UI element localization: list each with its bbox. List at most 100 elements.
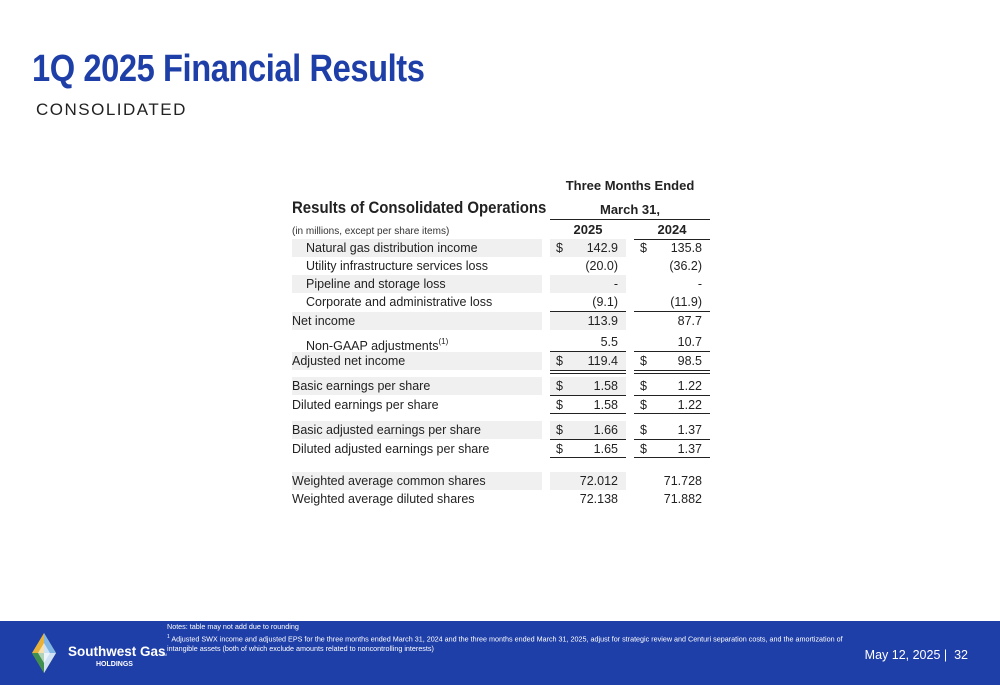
value-2024: 98.5 bbox=[677, 354, 702, 368]
currency-symbol: $ bbox=[556, 442, 563, 456]
note-adjustments-text: Adjusted SWX income and adjusted EPS for… bbox=[167, 634, 843, 654]
row-label: Basic earnings per share bbox=[292, 379, 431, 393]
currency-symbol: $ bbox=[556, 423, 563, 437]
table-title: Results of Consolidated Operations bbox=[292, 198, 547, 217]
currency-symbol: $ bbox=[640, 423, 647, 437]
row-label: Adjusted net income bbox=[292, 354, 406, 368]
currency-symbol: $ bbox=[556, 379, 563, 393]
currency-symbol: $ bbox=[640, 398, 647, 412]
value-2025: 72.138 bbox=[579, 492, 618, 506]
value-2025: 119.4 bbox=[587, 354, 618, 368]
table-row: Basic earnings per share $ 1.58 $ 1.22 bbox=[292, 377, 710, 395]
value-2024: 10.7 bbox=[677, 335, 702, 349]
value-2025: 5.5 bbox=[600, 335, 618, 349]
table-row: Non-GAAP adjustments(1) 5.5 10.7 bbox=[292, 333, 710, 353]
value-2025: 72.012 bbox=[579, 474, 618, 488]
slide-title: 1Q 2025 Financial Results bbox=[32, 48, 425, 90]
table-units: (in millions, except per share items) bbox=[292, 226, 450, 237]
row-label: Pipeline and storage loss bbox=[306, 277, 446, 291]
table-row: Adjusted net income $ 119.4 $ 98.5 bbox=[292, 352, 710, 370]
footnote-marker: (1) bbox=[438, 337, 449, 346]
value-2025: 142.9 bbox=[586, 241, 618, 255]
currency-symbol: $ bbox=[640, 354, 647, 368]
value-rule bbox=[550, 413, 626, 414]
row-label: Natural gas distribution income bbox=[306, 241, 478, 255]
footer-date: May 12, 2025 bbox=[864, 648, 941, 662]
table-row: Net income 113.9 87.7 bbox=[292, 312, 710, 330]
row-label: Diluted earnings per share bbox=[292, 398, 439, 412]
total-double-rule bbox=[550, 370, 626, 374]
logo-trademark: TM bbox=[161, 652, 167, 657]
currency-symbol: $ bbox=[556, 241, 563, 255]
value-2025: (20.0) bbox=[585, 259, 618, 273]
header-rule bbox=[550, 219, 710, 220]
page-number: 32 bbox=[954, 648, 968, 662]
value-rule bbox=[634, 395, 710, 396]
row-label: Basic adjusted earnings per share bbox=[292, 423, 482, 437]
period-header: Three Months Ended bbox=[565, 178, 695, 193]
row-label-text: Non-GAAP adjustments bbox=[306, 339, 439, 353]
subtotal-rule bbox=[634, 311, 710, 312]
southwest-gas-logo: Southwest Gas TM HOLDINGS bbox=[30, 631, 170, 677]
value-2024: 135.8 bbox=[670, 241, 702, 255]
currency-symbol: $ bbox=[556, 398, 563, 412]
logo-name: Southwest Gas bbox=[68, 644, 166, 659]
year-2024-header: 2024 bbox=[657, 222, 687, 237]
subtotal-rule bbox=[550, 311, 626, 312]
table-row: Corporate and administrative loss (9.1) … bbox=[292, 293, 710, 311]
value-2024: 87.7 bbox=[677, 314, 702, 328]
table-row: Natural gas distribution income $ 142.9 … bbox=[292, 239, 710, 257]
table-row: Diluted earnings per share $ 1.58 $ 1.22 bbox=[292, 396, 710, 414]
row-label: Utility infrastructure services loss bbox=[306, 259, 488, 273]
value-2024: (36.2) bbox=[669, 259, 702, 273]
footer-date-page: May 12, 2025 | 32 bbox=[864, 648, 968, 662]
row-label: Weighted average diluted shares bbox=[292, 492, 475, 506]
value-2024: 71.882 bbox=[663, 492, 702, 506]
table-row: Basic adjusted earnings per share $ 1.66… bbox=[292, 421, 710, 439]
value-2024: 71.728 bbox=[663, 474, 702, 488]
row-label: Corporate and administrative loss bbox=[306, 295, 493, 309]
logo-mark-icon: Southwest Gas TM HOLDINGS bbox=[32, 633, 167, 673]
value-rule bbox=[634, 413, 710, 414]
value-2025: 1.58 bbox=[593, 398, 618, 412]
row-label: Weighted average common shares bbox=[292, 474, 486, 488]
value-2025: - bbox=[613, 277, 618, 291]
value-rule bbox=[550, 439, 626, 440]
note-marker: 1 bbox=[167, 634, 170, 640]
row-label: Diluted adjusted earnings per share bbox=[292, 442, 490, 456]
table-row: Weighted average diluted shares 72.138 7… bbox=[292, 490, 710, 508]
value-2025: 1.65 bbox=[593, 442, 618, 456]
currency-symbol: $ bbox=[556, 354, 563, 368]
value-2024: 1.37 bbox=[677, 423, 702, 437]
footer-notes: Notes: table may not add due to rounding… bbox=[167, 622, 857, 654]
total-double-rule bbox=[634, 370, 710, 374]
value-rule bbox=[634, 457, 710, 458]
subtotal-rule bbox=[634, 351, 710, 352]
value-2025: 1.58 bbox=[593, 379, 618, 393]
row-label: Non-GAAP adjustments(1) bbox=[306, 333, 448, 355]
value-2024: 1.37 bbox=[677, 442, 702, 456]
value-2025: (9.1) bbox=[592, 295, 618, 309]
slide-subtitle: CONSOLIDATED bbox=[36, 100, 187, 119]
value-rule bbox=[550, 457, 626, 458]
currency-symbol: $ bbox=[640, 241, 647, 255]
month-header: March 31, bbox=[600, 202, 660, 217]
currency-symbol: $ bbox=[640, 442, 647, 456]
note-rounding: Notes: table may not add due to rounding bbox=[167, 622, 299, 631]
value-2024: 1.22 bbox=[677, 398, 702, 412]
value-2024: 1.22 bbox=[677, 379, 702, 393]
currency-symbol: $ bbox=[640, 379, 647, 393]
footer-bar: Southwest Gas TM HOLDINGS Notes: table m… bbox=[0, 621, 1000, 685]
value-rule bbox=[550, 395, 626, 396]
value-rule bbox=[634, 439, 710, 440]
row-label: Net income bbox=[292, 314, 356, 328]
table-row: Diluted adjusted earnings per share $ 1.… bbox=[292, 440, 710, 458]
value-2024: (11.9) bbox=[670, 295, 702, 309]
table-row: Utility infrastructure services loss (20… bbox=[292, 257, 710, 275]
subtotal-rule bbox=[550, 351, 626, 352]
year-2025-header: 2025 bbox=[573, 222, 603, 237]
value-2025: 1.66 bbox=[593, 423, 618, 437]
year-rule bbox=[634, 239, 710, 240]
value-2025: 113.9 bbox=[587, 314, 618, 328]
note-adjustments: 1 Adjusted SWX income and adjusted EPS f… bbox=[167, 632, 857, 654]
